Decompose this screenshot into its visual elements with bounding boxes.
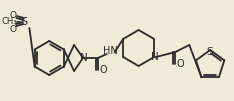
Text: N: N <box>151 52 159 62</box>
Text: CH₃: CH₃ <box>2 17 17 26</box>
Text: O: O <box>10 25 17 34</box>
Text: HN: HN <box>103 46 118 56</box>
Text: O: O <box>176 59 184 69</box>
Text: O: O <box>99 65 107 75</box>
Text: S: S <box>20 17 27 27</box>
Text: S: S <box>207 47 213 57</box>
Text: O: O <box>10 11 17 19</box>
Text: N: N <box>80 53 88 63</box>
